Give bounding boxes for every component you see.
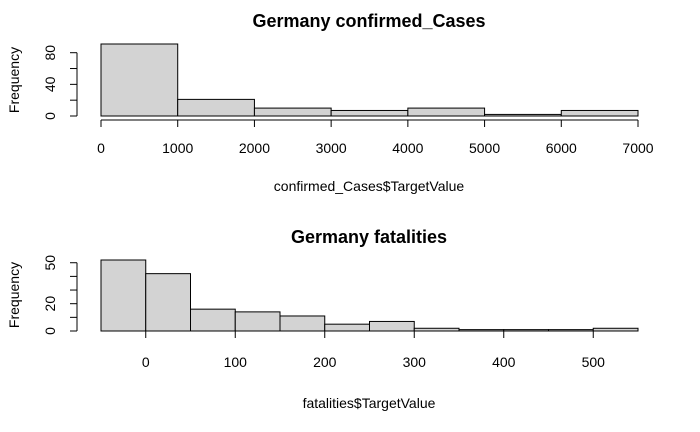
y-tick-label: 20 <box>42 296 58 312</box>
x-tick-label: 1000 <box>162 140 193 156</box>
y-tick-label: 40 <box>42 76 58 92</box>
x-tick-label: 0 <box>97 140 105 156</box>
fatalities-histogram: Germany fatalities Frequency fatalities$… <box>6 227 639 411</box>
x-tick-label: 7000 <box>622 140 653 156</box>
chart-title: Germany confirmed_Cases <box>252 11 485 31</box>
histogram-bar <box>484 113 562 117</box>
y-tick-label: 50 <box>42 255 58 271</box>
x-tick-label: 400 <box>492 354 516 370</box>
y-tick-label: 0 <box>42 112 58 120</box>
histogram-bar <box>145 273 191 332</box>
histogram-bar <box>369 320 415 332</box>
y-tick-label: 80 <box>42 45 58 61</box>
y-axis-label: Frequency <box>6 47 22 113</box>
x-tick-label: 0 <box>142 354 150 370</box>
x-tick-label: 300 <box>403 354 427 370</box>
histogram-bar <box>234 311 281 332</box>
histogram-bar <box>324 323 370 332</box>
x-tick-label: 3000 <box>316 140 347 156</box>
x-tick-label: 100 <box>224 354 248 370</box>
y-axis-label: Frequency <box>6 262 22 328</box>
x-tick-label: 5000 <box>469 140 500 156</box>
histogram-bar <box>253 107 332 117</box>
x-axis-label: fatalities$TargetValue <box>303 395 436 411</box>
x-tick-label: 500 <box>582 354 606 370</box>
x-tick-label: 200 <box>313 354 337 370</box>
chart-title: Germany fatalities <box>291 227 447 247</box>
x-tick-label: 2000 <box>239 140 270 156</box>
x-tick-label: 6000 <box>546 140 577 156</box>
confirmed-cases-histogram: Germany confirmed_Cases Frequency confir… <box>6 11 654 194</box>
x-axis-label: confirmed_Cases$TargetValue <box>274 178 465 194</box>
histogram-bar <box>190 308 236 332</box>
histogram-bar <box>592 327 639 332</box>
histogram-bar <box>100 43 179 117</box>
histogram-bar <box>330 109 409 117</box>
x-tick-label: 4000 <box>392 140 423 156</box>
histogram-bar <box>560 109 639 117</box>
histogram-bar <box>100 259 147 332</box>
histogram-bar <box>279 315 326 332</box>
histogram-bar <box>177 98 255 117</box>
histogram-bar <box>407 107 486 117</box>
y-tick-label: 0 <box>42 327 58 335</box>
